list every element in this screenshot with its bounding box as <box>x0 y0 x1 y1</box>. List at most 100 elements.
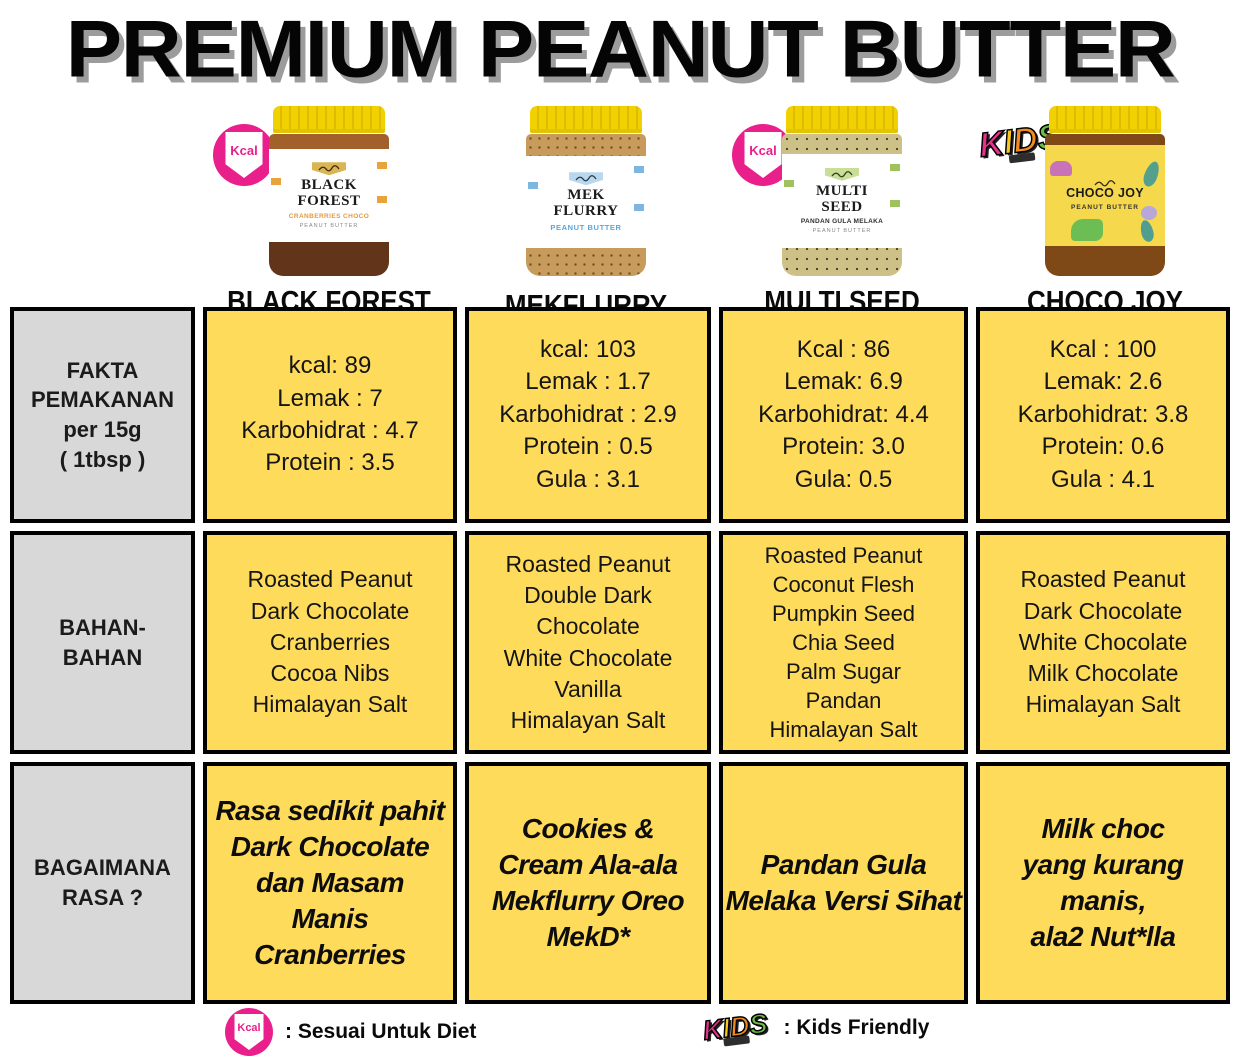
kcal-tag-shape: Kcal <box>234 1014 264 1050</box>
legend-kids-text: : Kids Friendly <box>783 1015 930 1039</box>
product-black-forest: Kcal BLACK FOREST CRANBERRIES CHOCO PEAN… <box>199 100 459 318</box>
legend: Kcal : Sesuai Untuk Diet KIDS : Kids Fri… <box>0 1006 1240 1063</box>
nutrition-cell-black-forest: kcal: 89 Lemak : 7 Karbohidrat : 4.7 Pro… <box>203 307 457 523</box>
ingredients-values: Roasted Peanut Dark Chocolate White Choc… <box>1018 566 1188 718</box>
jar-lid-icon <box>273 106 385 133</box>
jar-body: MULTI SEED PANDAN GULA MELAKA PEANUT BUT… <box>782 134 902 276</box>
product-multi-seed: Kcal MULTI SEED PANDAN GULA MELAKA PEANU… <box>712 100 972 318</box>
jar-lid-icon <box>786 106 898 133</box>
nutrition-cell-multi-seed: Kcal : 86 Lemak: 6.9 Karbohidrat: 4.4 Pr… <box>719 307 968 523</box>
kcal-tag-shape: Kcal <box>225 132 263 178</box>
nutrition-cell-choco-joy: Kcal : 100 Lemak: 2.6 Karbohidrat: 3.8 P… <box>976 307 1230 523</box>
brand-flag-icon <box>825 167 859 181</box>
label-side-tab <box>890 164 900 171</box>
row-header-ingredients-label: BAHAN- BAHAN <box>59 614 146 670</box>
jar-subtitle: PANDAN GULA MELAKA <box>800 218 884 226</box>
jar-title: MULTI SEED <box>816 182 868 215</box>
kids-badge-icon: KIDS <box>701 1007 770 1047</box>
jar-black-forest: BLACK FOREST CRANBERRIES CHOCO PEANUT BU… <box>269 106 389 276</box>
label-side-tab <box>890 200 900 207</box>
ingredients-cell-mekflurry: Roasted Peanut Double Dark Chocolate Whi… <box>465 531 711 754</box>
ingredients-cell-black-forest: Roasted Peanut Dark Chocolate Cranberrie… <box>203 531 457 754</box>
kcal-tag-shape: Kcal <box>744 132 782 178</box>
jar-body: BLACK FOREST CRANBERRIES CHOCO PEANUT BU… <box>269 134 389 276</box>
jar-label: BLACK FOREST CRANBERRIES CHOCO PEANUT BU… <box>269 149 389 242</box>
dino-egg-icon <box>1141 206 1157 220</box>
taste-cell-multi-seed: Pandan Gula Melaka Versi Sihat <box>719 762 968 1004</box>
jar-tagline: PEANUT BUTTER <box>299 222 359 229</box>
leaf-icon <box>1140 159 1163 189</box>
label-side-tab <box>634 204 644 211</box>
jar-label: MEK FLURRY PEANUT BUTTER <box>526 156 646 248</box>
brand-script-icon <box>831 170 853 178</box>
jar-title: CHOCO JOY <box>1066 186 1144 201</box>
row-header-taste-label: BAGAIMANA RASA ? <box>34 855 171 910</box>
label-side-tab <box>377 196 387 203</box>
row-header-nutrition: FAKTA PEMAKANAN per 15g ( 1tbsp ) <box>10 307 195 523</box>
brand-script-icon <box>1094 180 1116 187</box>
brand-script-icon <box>318 165 340 172</box>
label-side-tab <box>784 180 794 187</box>
ingredients-cell-choco-joy: Roasted Peanut Dark Chocolate White Choc… <box>976 531 1230 754</box>
comparison-table: FAKTA PEMAKANAN per 15g ( 1tbsp ) kcal: … <box>10 307 1230 1004</box>
kcal-badge-label: Kcal <box>237 1022 261 1034</box>
green-dino-icon <box>1071 219 1103 241</box>
ingredients-values: Roasted Peanut Dark Chocolate Cranberrie… <box>247 566 413 718</box>
ingredients-cell-multi-seed: Roasted Peanut Coconut Flesh Pumpkin See… <box>719 531 968 754</box>
kids-banner-shape <box>723 1035 751 1047</box>
taste-values: Rasa sedikit pahit Dark Chocolate dan Ma… <box>215 795 445 970</box>
jar-mekflurry: MEK FLURRY PEANUT BUTTER <box>526 106 646 276</box>
nutrition-values: Kcal : 86 Lemak: 6.9 Karbohidrat: 4.4 Pr… <box>758 336 929 493</box>
brand-flag-icon <box>569 172 603 186</box>
row-header-taste: BAGAIMANA RASA ? <box>10 762 195 1004</box>
nutrition-values: Kcal : 100 Lemak: 2.6 Karbohidrat: 3.8 P… <box>1017 336 1189 493</box>
page-title-text: PREMIUM PEANUT BUTTER <box>65 3 1176 94</box>
jar-label: MULTI SEED PANDAN GULA MELAKA PEANUT BUT… <box>782 154 902 248</box>
label-side-tab <box>377 162 387 169</box>
jar-label: CHOCO JOY PEANUT BUTTER <box>1045 145 1165 246</box>
brand-script-icon <box>575 175 597 182</box>
taste-values: Milk choc yang kurang manis, ala2 Nut*ll… <box>1022 813 1184 952</box>
label-side-tab <box>634 166 644 173</box>
kcal-badge-icon: Kcal <box>225 1008 273 1056</box>
jar-body: MEK FLURRY PEANUT BUTTER <box>526 134 646 276</box>
jar-subtitle: PEANUT BUTTER <box>1071 203 1139 211</box>
nutrition-values: kcal: 103 Lemak : 1.7 Karbohidrat : 2.9 … <box>499 336 677 493</box>
jar-tagline: PEANUT BUTTER <box>812 228 872 235</box>
page-title: PREMIUM PEANUT BUTTER <box>0 8 1240 89</box>
ingredients-values: Roasted Peanut Double Dark Chocolate Whi… <box>503 550 673 734</box>
jar-multi-seed: MULTI SEED PANDAN GULA MELAKA PEANUT BUT… <box>782 106 902 276</box>
purple-dino-icon <box>1050 161 1072 176</box>
label-side-tab <box>271 178 281 185</box>
jar-lid-icon <box>1049 106 1161 133</box>
jar-lid-icon <box>530 106 642 133</box>
jar-subtitle: PEANUT BUTTER <box>550 222 622 232</box>
ingredients-values: Roasted Peanut Coconut Flesh Pumpkin See… <box>764 542 923 743</box>
jar-body: CHOCO JOY PEANUT BUTTER <box>1045 134 1165 276</box>
product-choco-joy: KIDS CHOCO JOY PEANUT BUTTER CHOCO JOY <box>975 100 1235 318</box>
taste-cell-mekflurry: Cookies & Cream Ala-ala Mekflurry Oreo M… <box>465 762 711 1004</box>
kcal-badge-icon: Kcal <box>213 124 275 186</box>
jar-title: BLACK FOREST <box>297 177 361 209</box>
taste-cell-choco-joy: Milk choc yang kurang manis, ala2 Nut*ll… <box>976 762 1230 1004</box>
taste-values: Pandan Gula Melaka Versi Sihat <box>725 849 962 916</box>
kids-banner-shape <box>1008 152 1036 164</box>
product-mekflurry: MEK FLURRY PEANUT BUTTER MEKFLURRY <box>456 100 716 322</box>
jar-subtitle: CRANBERRIES CHOCO <box>288 212 370 220</box>
taste-cell-black-forest: Rasa sedikit pahit Dark Chocolate dan Ma… <box>203 762 457 1004</box>
nutrition-cell-mekflurry: kcal: 103 Lemak : 1.7 Karbohidrat : 2.9 … <box>465 307 711 523</box>
row-header-ingredients: BAHAN- BAHAN <box>10 531 195 754</box>
legend-kcal-text: : Sesuai Untuk Diet <box>285 1020 477 1043</box>
kcal-badge-label: Kcal <box>749 142 777 158</box>
nutrition-values: kcal: 89 Lemak : 7 Karbohidrat : 4.7 Pro… <box>241 352 419 477</box>
row-header-nutrition-label: FAKTA PEMAKANAN per 15g ( 1tbsp ) <box>31 357 174 472</box>
legend-item-kcal: Kcal : Sesuai Untuk Diet <box>225 1008 476 1056</box>
kids-letter: S <box>747 1007 770 1041</box>
leaf-icon <box>1138 218 1156 244</box>
kcal-badge-label: Kcal <box>230 142 258 158</box>
label-side-tab <box>528 182 538 189</box>
legend-item-kids: KIDS : Kids Friendly <box>701 1007 930 1046</box>
jar-choco-joy: CHOCO JOY PEANUT BUTTER <box>1045 106 1165 276</box>
taste-values: Cookies & Cream Ala-ala Mekflurry Oreo M… <box>491 813 685 952</box>
